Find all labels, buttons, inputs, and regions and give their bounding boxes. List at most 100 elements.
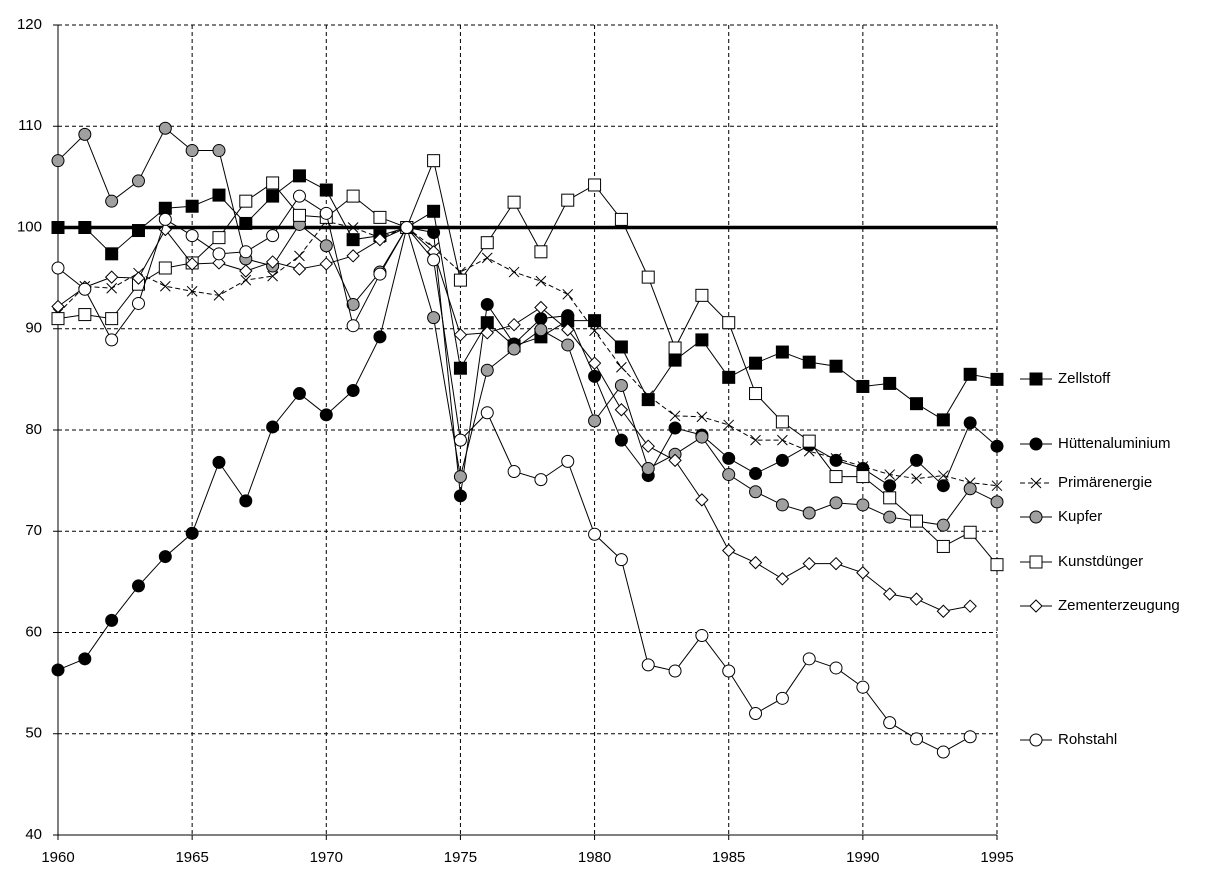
marker: [642, 390, 654, 401]
legend-label: Kupfer: [1058, 508, 1102, 525]
marker: [749, 356, 763, 370]
marker: [534, 300, 548, 315]
y-tick-label: 80: [25, 421, 42, 438]
marker: [722, 468, 736, 482]
marker: [695, 333, 709, 347]
x-tick-label: 1990: [846, 849, 879, 866]
y-tick-label: 50: [25, 725, 42, 742]
marker: [266, 420, 280, 434]
marker: [963, 367, 977, 381]
marker: [936, 604, 951, 618]
x-tick-label: 1970: [310, 849, 343, 866]
marker: [131, 224, 145, 238]
marker: [803, 445, 815, 457]
marker: [534, 245, 548, 259]
marker: [748, 555, 763, 570]
marker: [480, 363, 494, 377]
marker: [106, 282, 118, 294]
marker: [936, 518, 950, 532]
marker: [883, 479, 897, 493]
marker: [212, 231, 226, 245]
marker: [802, 355, 816, 369]
marker: [534, 312, 548, 326]
marker: [347, 222, 359, 233]
marker: [802, 556, 816, 571]
marker: [78, 127, 92, 141]
legend-marker: [1029, 599, 1043, 613]
marker: [159, 280, 171, 292]
marker: [775, 498, 789, 512]
marker: [266, 176, 280, 190]
marker: [561, 323, 575, 337]
marker: [346, 384, 360, 398]
marker: [239, 264, 253, 278]
marker: [319, 183, 333, 197]
marker: [292, 189, 306, 203]
marker: [963, 482, 977, 496]
marker: [990, 439, 1004, 453]
legend-label: Rohstahl: [1058, 731, 1117, 748]
marker: [346, 249, 360, 263]
marker: [158, 212, 172, 226]
marker: [802, 652, 816, 666]
marker: [131, 579, 145, 593]
marker: [937, 470, 949, 481]
marker: [51, 221, 65, 234]
series-line: [57, 220, 998, 487]
marker: [802, 434, 816, 448]
marker: [239, 194, 253, 208]
marker: [883, 376, 897, 390]
marker: [588, 527, 602, 541]
marker: [131, 174, 145, 188]
marker: [453, 328, 468, 342]
marker: [212, 256, 226, 270]
marker: [186, 285, 198, 297]
marker: [856, 680, 870, 694]
marker: [185, 257, 199, 271]
marker: [856, 470, 870, 484]
marker: [775, 415, 789, 429]
marker: [614, 212, 628, 226]
marker: [481, 252, 493, 264]
legend-label: Zementerzeugung: [1058, 597, 1180, 614]
x-tick-label: 1980: [578, 849, 611, 866]
marker: [588, 414, 602, 428]
marker: [267, 270, 278, 282]
legend-marker: [1029, 510, 1043, 524]
marker: [427, 154, 441, 168]
marker: [802, 506, 816, 520]
marker: [453, 489, 467, 503]
marker: [910, 514, 924, 528]
marker: [346, 189, 360, 203]
x-tick-label: 1995: [980, 849, 1013, 866]
marker: [775, 572, 790, 586]
marker: [614, 403, 629, 417]
marker: [695, 493, 709, 507]
y-tick-label: 120: [17, 16, 42, 33]
marker: [105, 247, 119, 261]
marker: [373, 267, 387, 281]
marker: [696, 411, 708, 423]
marker: [534, 473, 548, 487]
marker: [883, 510, 897, 524]
marker: [641, 439, 655, 453]
marker: [749, 485, 763, 499]
marker: [104, 270, 119, 284]
marker: [508, 266, 520, 278]
x-tick-label: 1965: [175, 849, 208, 866]
marker: [561, 193, 575, 207]
marker: [319, 408, 333, 422]
marker: [856, 498, 870, 512]
marker: [239, 245, 253, 259]
marker: [185, 229, 199, 243]
x-tick-label: 1985: [712, 849, 745, 866]
marker: [775, 691, 789, 705]
marker: [78, 308, 92, 322]
marker: [240, 274, 252, 286]
marker: [857, 461, 869, 472]
marker: [723, 419, 735, 431]
marker: [373, 210, 387, 224]
marker: [453, 470, 467, 484]
marker: [588, 314, 602, 328]
marker: [319, 206, 333, 220]
